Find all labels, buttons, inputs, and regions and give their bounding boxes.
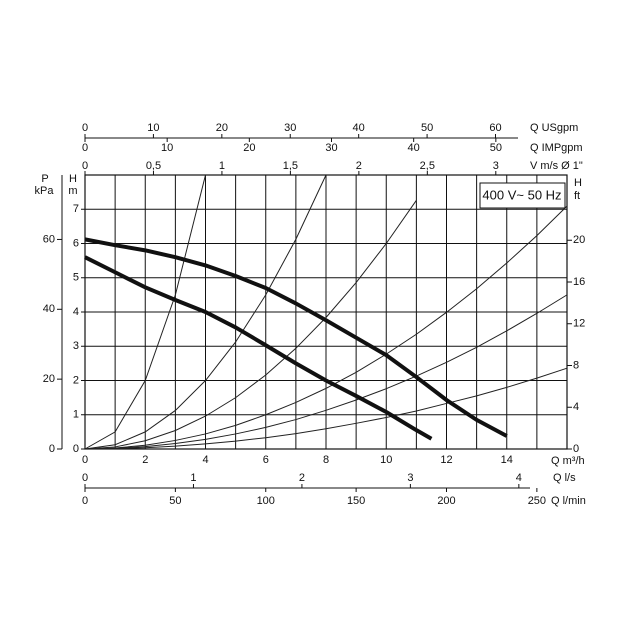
bottom-tick-label: 200: [437, 495, 455, 507]
system-curve: [84, 174, 327, 450]
pump-curve: [84, 255, 433, 441]
x-tick-label: 10: [380, 454, 392, 466]
x-tick-label: 8: [323, 454, 329, 466]
y-tick-label: 7: [73, 203, 79, 215]
left-axis-name: P: [41, 173, 48, 185]
bottom-axis-label: Q l/min: [551, 495, 586, 507]
bottom-tick-label: 250: [528, 495, 546, 507]
top-tick-label: 60: [489, 122, 501, 134]
x-tick-label: 12: [440, 454, 452, 466]
bottom-tick-label: 4: [516, 472, 522, 484]
annotation-box: [479, 182, 566, 209]
y-tick-label: 3: [73, 340, 79, 352]
top-axis-label: Q IMPgpm: [530, 142, 583, 154]
top-tick-label: 30: [284, 122, 296, 134]
top-tick-label: 40: [353, 122, 365, 134]
bottom-axis-label: Q l/s: [553, 472, 576, 484]
right-tick-label: 16: [573, 276, 585, 288]
system-curve: [84, 294, 568, 450]
top-tick-label: 10: [147, 122, 159, 134]
bottom-tick-label: 2: [299, 472, 305, 484]
top-tick-label: 2,5: [420, 160, 435, 172]
bottom-tick-label: 0: [82, 495, 88, 507]
right-tick-label: 4: [573, 401, 579, 413]
top-tick-label: 1,5: [283, 160, 298, 172]
top-tick-label: 0,5: [146, 160, 161, 172]
system-curve: [84, 174, 206, 450]
top-tick-label: 0: [82, 142, 88, 154]
left-tick-label: 0: [49, 443, 55, 455]
top-axis-label: Q USgpm: [530, 122, 578, 134]
x-tick-label: 2: [142, 454, 148, 466]
top-tick-label: 3: [493, 160, 499, 172]
right-tick-label: 20: [573, 234, 585, 246]
bottom-tick-label: 0: [82, 472, 88, 484]
top-axis-label: V m/s Ø 1": [530, 160, 583, 172]
y-tick-label: 4: [73, 306, 79, 318]
top-tick-label: 10: [161, 142, 173, 154]
top-tick-label: 20: [216, 122, 228, 134]
bottom-tick-label: 100: [257, 495, 275, 507]
y-tick-label: 1: [73, 409, 79, 421]
annotation: 400 V~ 50 Hz: [482, 187, 561, 202]
top-tick-label: 30: [325, 142, 337, 154]
system-curve: [84, 205, 568, 450]
x-axis-label: Q m³/h: [551, 455, 585, 467]
x-tick-label: 6: [263, 454, 269, 466]
right-tick-label: 12: [573, 318, 585, 330]
top-tick-label: 0: [82, 122, 88, 134]
right-axis-name: H: [574, 177, 582, 189]
top-tick-label: 0: [82, 160, 88, 172]
left-tick-label: 40: [43, 303, 55, 315]
top-tick-label: 2: [356, 160, 362, 172]
bottom-tick-label: 50: [169, 495, 181, 507]
x-tick-label: 4: [202, 454, 208, 466]
bottom-tick-label: 150: [347, 495, 365, 507]
left-tick-label: 60: [43, 233, 55, 245]
top-tick-label: 50: [490, 142, 502, 154]
system-curve: [84, 367, 568, 450]
y-axis-unit: m: [68, 185, 77, 197]
x-tick-label: 0: [82, 454, 88, 466]
bottom-tick-label: 1: [190, 472, 196, 484]
right-tick-label: 0: [573, 443, 579, 455]
top-tick-label: 40: [408, 142, 420, 154]
x-tick-label: 14: [501, 454, 513, 466]
left-tick-label: 20: [43, 373, 55, 385]
top-tick-label: 20: [243, 142, 255, 154]
y-tick-label: 2: [73, 374, 79, 386]
top-tick-label: 1: [219, 160, 225, 172]
system-curve: [84, 200, 417, 450]
right-tick-label: 8: [573, 359, 579, 371]
y-tick-label: 0: [73, 443, 79, 455]
top-tick-label: 50: [421, 122, 433, 134]
bottom-tick-label: 3: [407, 472, 413, 484]
left-axis-unit: kPa: [35, 185, 55, 197]
y-tick-label: 6: [73, 237, 79, 249]
pump-curve: [84, 237, 508, 438]
y-tick-label: 5: [73, 272, 79, 284]
y-axis-label: H: [69, 173, 77, 185]
right-axis-unit: ft: [574, 190, 580, 202]
